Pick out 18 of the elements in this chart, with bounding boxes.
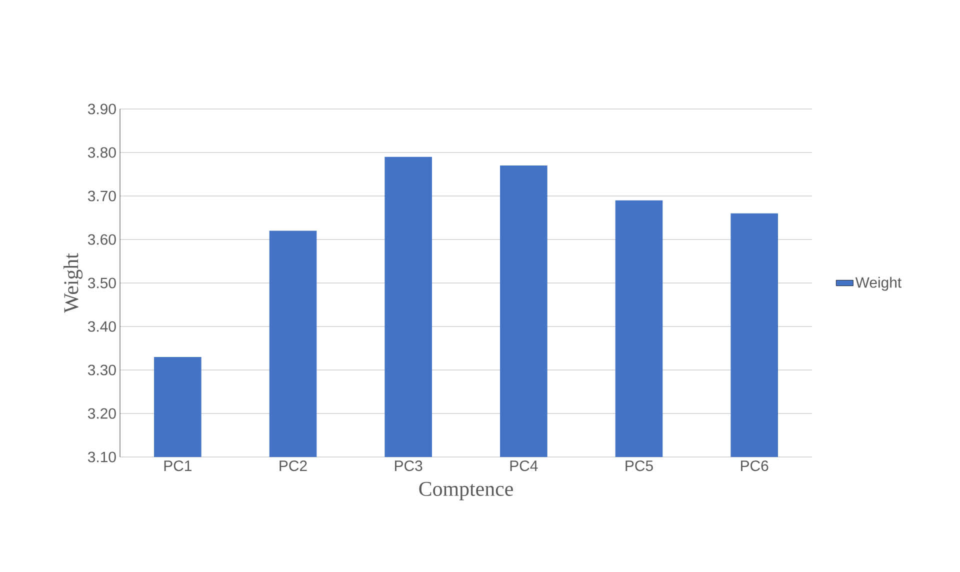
legend-label: Weight [855,276,902,291]
x-tick-label: PC5 [626,460,653,472]
x-tick-label: PC6 [741,460,768,472]
y-tick-label: 3.80 [88,147,116,158]
y-tick-label: 3.60 [88,234,116,245]
x-tick-label: PC2 [280,460,307,472]
y-axis-title: Weight [64,253,83,313]
y-tick-label: 3.70 [88,190,116,202]
y-tick-label: 3.20 [88,408,116,419]
x-tick-label: PC4 [510,460,538,472]
y-tick-label: 3.30 [88,364,116,376]
x-tick-label: PC3 [395,460,422,472]
y-tick-label: 3.40 [88,321,116,332]
y-tick-label: 3.50 [88,278,116,288]
y-tick-label: 3.10 [88,452,116,462]
x-axis-title: Comptence [419,482,513,500]
x-tick-label: PC1 [164,460,192,472]
y-tick-label: 3.90 [88,104,116,114]
